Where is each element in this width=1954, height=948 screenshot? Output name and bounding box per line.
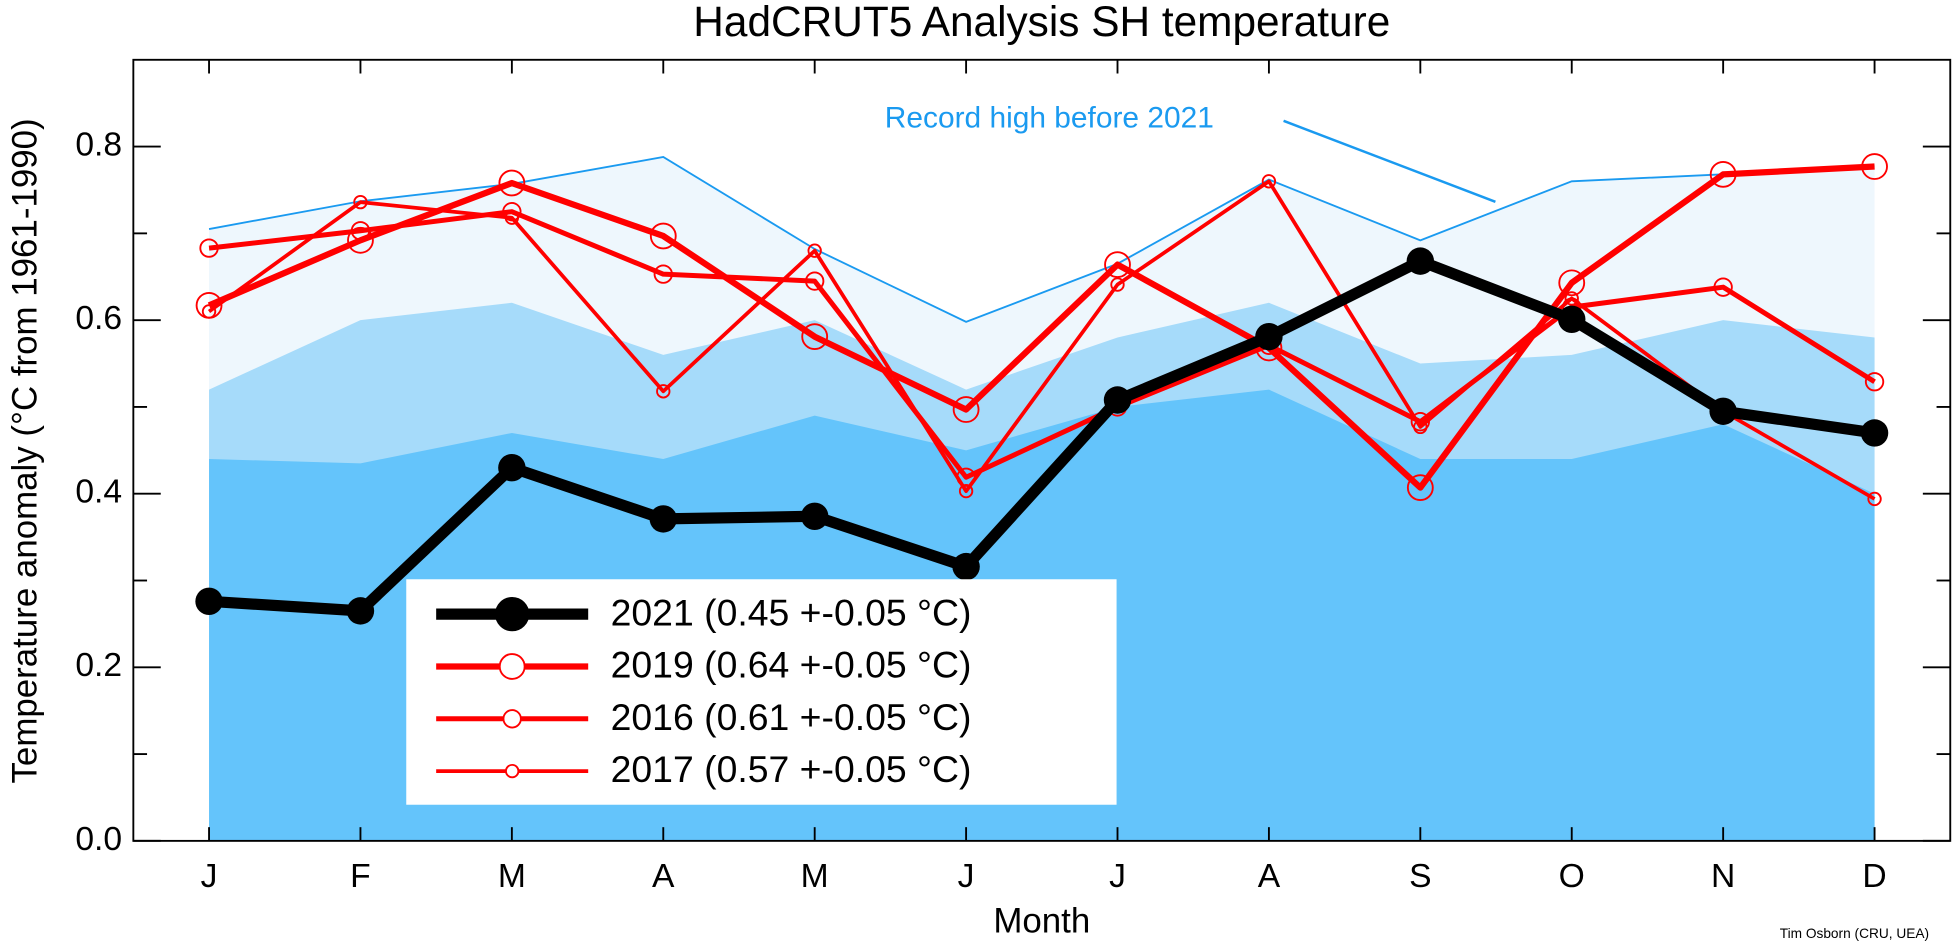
- x-tick-label: D: [1862, 858, 1886, 895]
- data-point: [805, 271, 825, 291]
- data-point: [807, 243, 822, 258]
- x-axis-label: Month: [993, 901, 1090, 940]
- axes: 0.0 0.2 0.4 0.6 0.8 J F M A M J J A S O N D: [75, 59, 1951, 895]
- chart-title: HadCRUT5 Analysis SH temperature: [693, 0, 1390, 45]
- x-tick-label: J: [1109, 858, 1126, 895]
- y-tick-label: 0.6: [75, 300, 122, 337]
- annotation-pointer: [1283, 119, 1496, 203]
- data-point: [952, 396, 980, 423]
- y-tick-label: 0.0: [75, 821, 122, 858]
- data-point: [1861, 153, 1888, 180]
- x-tick-label: J: [958, 858, 975, 895]
- legend-label: 2021 (0.45 +-0.05 °C): [611, 591, 972, 633]
- data-point: [1110, 277, 1125, 292]
- y-axis-label: Temperature anomaly (°C from 1961-1990): [6, 118, 45, 783]
- data-point: [1709, 160, 1737, 188]
- series-line: [208, 255, 1876, 617]
- data-point: [1255, 322, 1283, 351]
- y-tick-label: 0.4: [75, 474, 122, 511]
- x-tick-label: S: [1409, 858, 1431, 895]
- y-tick-label: 0.8: [75, 126, 122, 163]
- lines: [195, 153, 1889, 625]
- data-point: [653, 264, 673, 284]
- x-tick-label: F: [350, 858, 371, 895]
- data-point: [958, 483, 974, 499]
- data-point: [1709, 397, 1737, 425]
- data-point: [195, 292, 223, 319]
- data-point: [502, 202, 522, 222]
- x-tick-label: A: [652, 858, 675, 895]
- legend-label: 2019 (0.64 +-0.05 °C): [611, 644, 972, 686]
- annotation: Record high before 2021: [885, 101, 1214, 134]
- x-tick-label: A: [1258, 858, 1281, 895]
- x-tick-label: M: [498, 858, 526, 895]
- y-tick-label: 0.2: [75, 647, 122, 684]
- credit: Tim Osborn (CRU, UEA): [1780, 926, 1929, 941]
- x-tick-label: M: [801, 858, 829, 895]
- legend-marker: [495, 597, 530, 632]
- data-point: [952, 552, 980, 581]
- data-point: [656, 384, 671, 399]
- legend-label: 2016 (0.61 +-0.05 °C): [611, 696, 972, 738]
- data-point: [1410, 412, 1430, 432]
- data-point: [1406, 474, 1434, 502]
- legend-marker: [498, 653, 526, 680]
- legend-label: 2017 (0.57 +-0.05 °C): [611, 748, 972, 790]
- data-point: [801, 323, 829, 351]
- data-point: [1558, 269, 1586, 297]
- data-point: [195, 587, 223, 616]
- data-point: [199, 238, 219, 258]
- data-point: [347, 226, 374, 254]
- x-tick-label: J: [201, 858, 218, 895]
- series-line: [207, 163, 1875, 491]
- record-line: [208, 156, 1875, 323]
- legend-marker: [502, 709, 522, 729]
- data-point: [1261, 174, 1277, 189]
- series-line: [208, 209, 1876, 480]
- data-point: [649, 505, 677, 533]
- data-point: [498, 169, 526, 197]
- data-point: [353, 194, 368, 210]
- data-point: [1867, 491, 1882, 507]
- legend-marker: [505, 763, 520, 779]
- data-point: [649, 222, 677, 250]
- plot-frame: [132, 58, 1952, 842]
- data-point: [1713, 277, 1733, 297]
- legend: 2021 (0.45 +-0.05 °C) 2019 (0.64 +-0.05 °…: [436, 591, 971, 790]
- data-point: [1104, 251, 1131, 279]
- data-point: [498, 453, 526, 482]
- data-point: [1860, 419, 1889, 447]
- x-tick-label: O: [1559, 858, 1585, 895]
- data-point: [800, 502, 829, 530]
- data-point: [956, 467, 976, 487]
- data-point: [1864, 372, 1885, 392]
- data-point: [1103, 386, 1132, 414]
- data-point: [346, 597, 375, 625]
- data-point: [1558, 305, 1586, 333]
- data-point: [1406, 247, 1435, 275]
- x-tick-label: N: [1711, 858, 1735, 895]
